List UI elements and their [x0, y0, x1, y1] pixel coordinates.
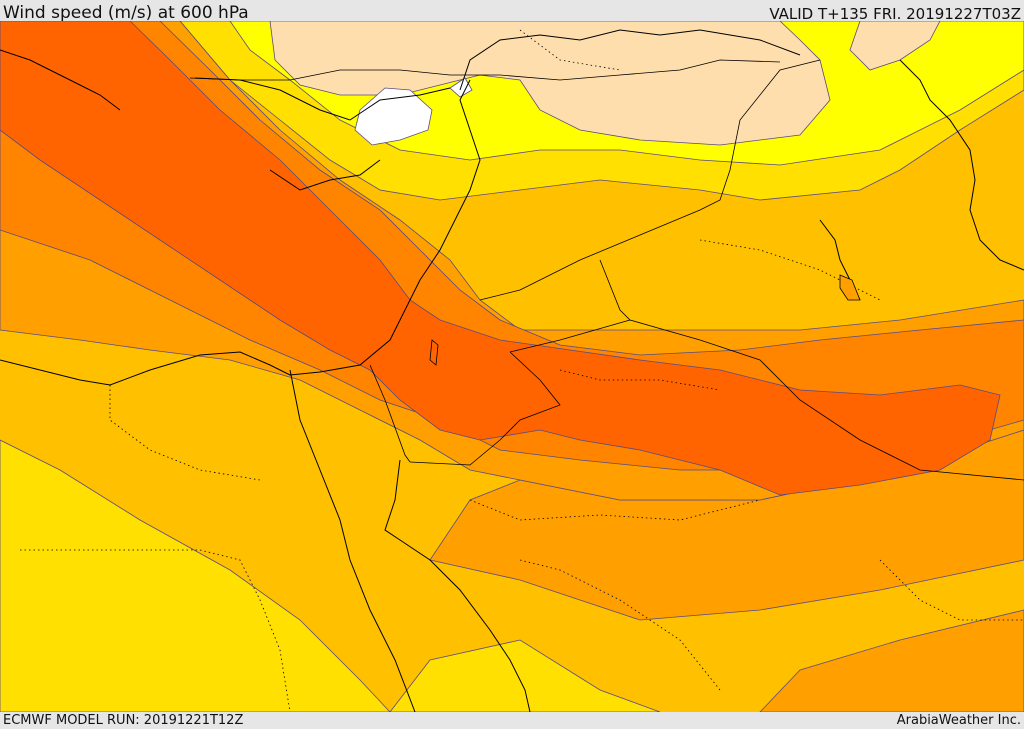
model-run: ECMWF MODEL RUN: 20191221T12Z: [3, 713, 244, 728]
band-sw-yellow: [0, 439, 391, 712]
band-jet-core: [0, 21, 1001, 496]
borders: [189, 59, 1024, 481]
band-se-orange: [759, 609, 1024, 712]
footer-bar: [0, 712, 1024, 729]
band-north-beige: [269, 21, 831, 146]
lake: [839, 274, 861, 301]
band-south-yellow: [389, 639, 661, 712]
map-title: Wind speed (m/s) at 600 hPa: [3, 3, 249, 23]
header-bar: [0, 0, 1024, 21]
credit: ArabiaWeather Inc.: [896, 713, 1021, 728]
band-mid-orange: [0, 21, 1024, 471]
band-calm: [354, 87, 433, 146]
lake: [429, 339, 439, 366]
wind-speed-map: [0, 21, 1024, 712]
valid-time: VALID T+135 FRI. 20191227T03Z: [769, 5, 1021, 23]
